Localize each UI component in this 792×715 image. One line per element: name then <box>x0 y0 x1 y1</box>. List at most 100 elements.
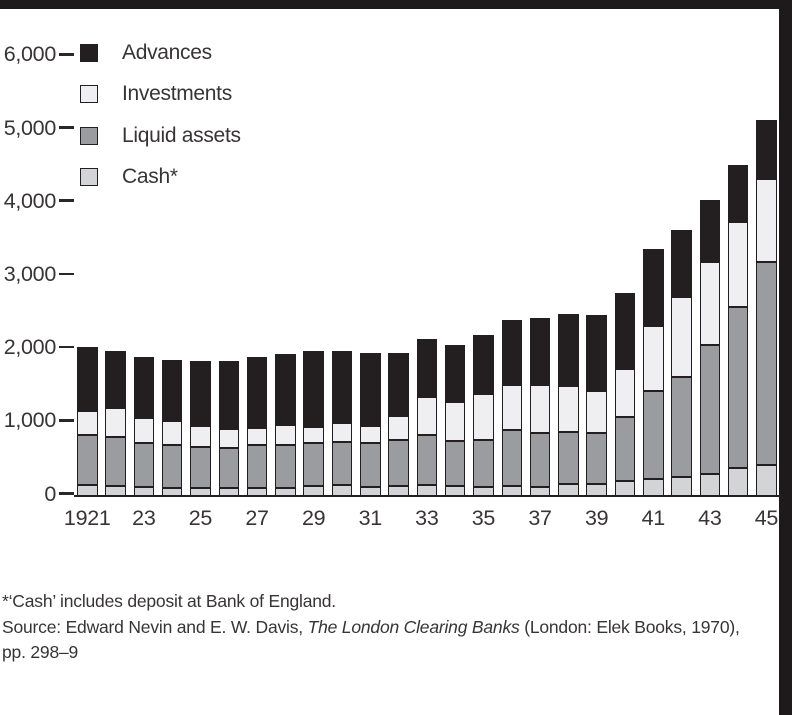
x-tick-label-37: 37 <box>528 506 552 530</box>
segment-cash--1942 <box>671 477 692 496</box>
bar-1944 <box>727 164 749 496</box>
segment-advances-1942 <box>671 230 692 297</box>
legend-label: Liquid assets <box>122 123 241 147</box>
segment-investments-1924 <box>161 421 183 445</box>
segment-cash--1937 <box>529 487 551 496</box>
y-tick-label: 1,000 <box>3 408 57 433</box>
segment-investments-1930 <box>331 422 353 442</box>
bar-1929 <box>303 351 324 496</box>
segment-cash--1931 <box>360 487 381 496</box>
y-tick-mark <box>59 53 74 56</box>
segment-liquid-assets-1932 <box>388 440 409 486</box>
chart-legend: Advances Investments Liquid assets Cash* <box>80 41 241 209</box>
segment-investments-1941 <box>643 326 664 392</box>
segment-liquid-assets-1935 <box>473 439 494 488</box>
segment-cash--1922 <box>105 485 126 496</box>
segment-liquid-assets-1938 <box>558 432 579 484</box>
bar-1935 <box>473 334 494 496</box>
bar-1937 <box>529 318 551 496</box>
segment-liquid-assets-1942 <box>671 377 692 477</box>
segment-investments-1925 <box>190 426 211 447</box>
y-tick-label: 2,000 <box>3 335 57 360</box>
segment-investments-1933 <box>416 397 438 435</box>
segment-liquid-assets-1943 <box>699 345 721 474</box>
segment-advances-1926 <box>218 361 239 429</box>
segment-liquid-assets-1930 <box>331 441 353 485</box>
segment-cash--1924 <box>161 487 183 496</box>
source-line: Source: Edward Nevin and E. W. Davis, Th… <box>2 615 780 641</box>
bar-1934 <box>444 344 466 496</box>
bar-1922 <box>105 351 126 496</box>
legend-item-advances: Advances <box>80 41 241 64</box>
segment-advances-1924 <box>161 359 183 422</box>
x-tick-label-29: 29 <box>301 506 326 530</box>
bar-1933 <box>416 338 438 496</box>
segment-investments-1921 <box>77 411 98 435</box>
x-tick-label-45: 45 <box>754 506 779 530</box>
footnote: *‘Cash’ includes deposit at Bank of Engl… <box>2 589 780 666</box>
y-tick-mark <box>59 345 74 349</box>
segment-investments-1922 <box>105 408 126 437</box>
bar-1930 <box>331 351 353 496</box>
segment-investments-1931 <box>360 425 381 443</box>
segment-cash--1923 <box>133 487 155 496</box>
segment-advances-1930 <box>331 351 353 423</box>
segment-liquid-assets-1924 <box>161 444 183 488</box>
advances-swatch <box>80 43 98 62</box>
segment-cash--1925 <box>190 487 211 496</box>
segment-liquid-assets-1922 <box>105 436 126 486</box>
segment-investments-1932 <box>388 416 409 441</box>
segment-investments-1937 <box>529 384 551 434</box>
segment-investments-1927 <box>246 427 268 445</box>
segment-liquid-assets-1931 <box>360 442 381 488</box>
x-tick-label-27: 27 <box>245 506 269 530</box>
page-top-black-strip <box>0 0 792 9</box>
segment-cash--1944 <box>727 467 749 496</box>
x-tick-label-23: 23 <box>132 506 156 530</box>
segment-advances-1938 <box>558 313 579 387</box>
bar-1942 <box>671 230 692 496</box>
bar-1925 <box>190 361 211 496</box>
bar-1932 <box>388 352 409 496</box>
segment-advances-1927 <box>246 356 268 428</box>
x-tick-label-33: 33 <box>415 506 439 530</box>
segment-cash--1926 <box>218 487 239 496</box>
segment-cash--1936 <box>501 485 522 496</box>
segment-liquid-assets-1940 <box>614 416 636 481</box>
segment-advances-1922 <box>105 351 126 409</box>
y-tick-label: 0 <box>44 481 56 506</box>
source-prefix: Source: Edward Nevin and E. W. Davis, <box>2 616 308 637</box>
segment-liquid-assets-1937 <box>529 433 551 488</box>
segment-liquid-assets-1939 <box>586 433 607 484</box>
segment-advances-1945 <box>756 120 777 180</box>
bar-1928 <box>275 353 296 496</box>
bar-1926 <box>218 361 239 496</box>
segment-advances-1931 <box>360 353 381 426</box>
y-tick-label: 6,000 <box>3 42 57 67</box>
y-tick-label: 3,000 <box>3 261 57 286</box>
segment-advances-1943 <box>699 200 721 262</box>
segment-liquid-assets-1923 <box>133 442 155 488</box>
segment-investments-1942 <box>671 296 692 378</box>
segment-liquid-assets-1941 <box>643 391 664 480</box>
segment-investments-1943 <box>699 261 721 346</box>
x-tick-label-25: 25 <box>188 506 213 530</box>
segment-advances-1944 <box>727 164 749 222</box>
segment-advances-1933 <box>416 338 438 398</box>
segment-cash--1943 <box>699 474 721 496</box>
segment-liquid-assets-1945 <box>756 261 777 465</box>
x-tick-label-39: 39 <box>584 506 609 530</box>
bar-1927 <box>246 356 268 496</box>
bar-1938 <box>558 313 579 496</box>
x-tick-label-41: 41 <box>641 506 666 530</box>
segment-investments-1945 <box>756 179 777 262</box>
y-tick-mark <box>59 272 74 276</box>
bar-1936 <box>501 320 522 496</box>
y-tick-mark <box>59 126 74 129</box>
bar-1924 <box>161 359 183 496</box>
segment-advances-1925 <box>190 361 211 427</box>
segment-cash--1933 <box>416 485 438 496</box>
segment-cash--1939 <box>586 483 607 496</box>
segment-liquid-assets-1944 <box>727 307 749 468</box>
